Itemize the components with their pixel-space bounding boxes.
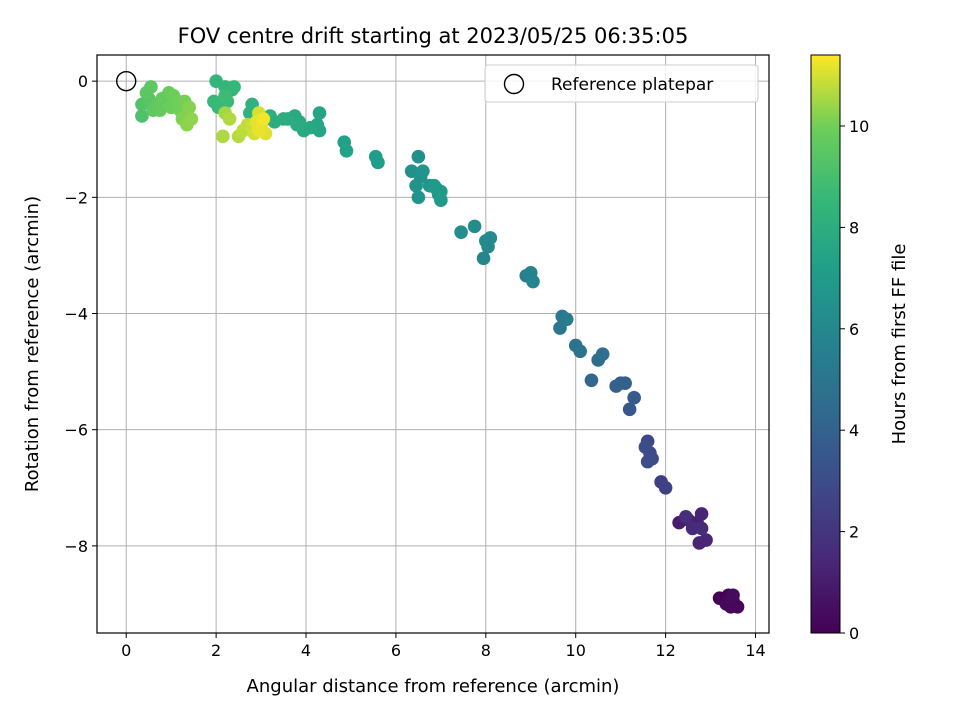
y-tick-label: −2 <box>64 188 88 207</box>
scatter-point <box>409 178 423 193</box>
scatter-point <box>622 402 637 417</box>
scatter-point <box>434 184 448 199</box>
y-tick-label: −8 <box>64 537 88 556</box>
scatter-point <box>339 144 354 158</box>
scatter-point <box>153 103 167 117</box>
y-axis-ticks: 0 −2 −4 −6 −8 <box>64 72 97 556</box>
colorbar-tick-label: 6 <box>849 320 859 339</box>
scatter-point <box>476 251 491 266</box>
scatter-point <box>454 225 468 239</box>
scatter-point <box>411 149 426 164</box>
x-tick-label: 6 <box>391 641 401 660</box>
legend-marker-icon <box>503 73 525 95</box>
scatter-point <box>573 344 588 359</box>
x-tick-label: 2 <box>211 641 221 660</box>
x-tick-label: 12 <box>655 641 675 660</box>
scatter-point <box>144 80 158 94</box>
colorbar-tick-label: 0 <box>849 624 859 643</box>
chart-title: FOV centre drift starting at 2023/05/25 … <box>178 24 689 48</box>
scatter-point <box>679 510 693 524</box>
scatter-point <box>627 390 641 405</box>
legend: Reference platepar <box>484 64 759 103</box>
scatter-point <box>216 129 230 144</box>
colorbar-label: Hours from first FF file <box>889 244 910 445</box>
scatter-point <box>584 373 599 388</box>
scatter-point <box>227 80 241 94</box>
colorbar-gradient <box>810 54 841 634</box>
reference-platepar-marker <box>116 70 137 92</box>
y-tick-label: 0 <box>78 72 88 91</box>
plot-frame <box>96 54 770 634</box>
scatter-point <box>658 480 673 495</box>
colorbar-tick-label: 10 <box>849 117 869 136</box>
scatter-point <box>595 347 610 361</box>
y-axis-title: Rotation from reference (arcmin) <box>22 196 43 492</box>
colorbar: 0 2 4 6 8 10 Hours from first FF file <box>810 54 910 643</box>
scatter-point <box>256 112 271 126</box>
scatter-point <box>135 109 149 123</box>
colorbar-ticks: 0 2 4 6 8 10 <box>840 117 869 643</box>
legend-box <box>484 64 759 103</box>
scatter-point <box>483 231 498 245</box>
x-tick-label: 4 <box>301 641 311 660</box>
scatter-point <box>184 112 199 126</box>
scatter-point <box>411 190 426 205</box>
scatter-point <box>416 164 430 178</box>
scatter-point <box>559 312 574 327</box>
scatter-point <box>638 440 653 454</box>
scatter-point <box>726 588 740 603</box>
scatter-point <box>694 521 709 536</box>
scatter-point <box>222 112 237 126</box>
scatter-point <box>312 106 327 120</box>
x-tick-label: 0 <box>121 641 131 660</box>
legend-entry: Reference platepar <box>551 75 713 95</box>
x-tick-label: 10 <box>566 641 586 660</box>
colorbar-tick-label: 8 <box>849 218 859 237</box>
scatter-point <box>182 100 196 115</box>
scatter-point <box>609 379 623 393</box>
reference-marker-layer <box>116 70 137 92</box>
scatter-point <box>694 507 709 521</box>
scatter-point <box>467 219 482 234</box>
x-axis-title: Angular distance from reference (arcmin) <box>247 676 620 697</box>
scatter-point <box>218 88 232 103</box>
x-axis-ticks: 0 2 4 6 8 10 12 14 <box>121 633 766 660</box>
x-tick-label: 8 <box>481 641 491 660</box>
scatter-points <box>135 74 745 614</box>
scatter-point <box>699 533 713 547</box>
scatter-point <box>371 155 385 170</box>
scatter-point <box>290 117 304 132</box>
scatter-point <box>645 451 659 466</box>
y-tick-label: −6 <box>64 421 88 440</box>
colorbar-tick-label: 4 <box>849 421 859 440</box>
y-tick-label: −4 <box>64 305 88 324</box>
scatter-point <box>526 274 540 289</box>
x-tick-label: 14 <box>745 641 765 660</box>
scatter-point <box>252 123 266 138</box>
grid <box>97 55 769 633</box>
colorbar-tick-label: 2 <box>849 523 859 542</box>
